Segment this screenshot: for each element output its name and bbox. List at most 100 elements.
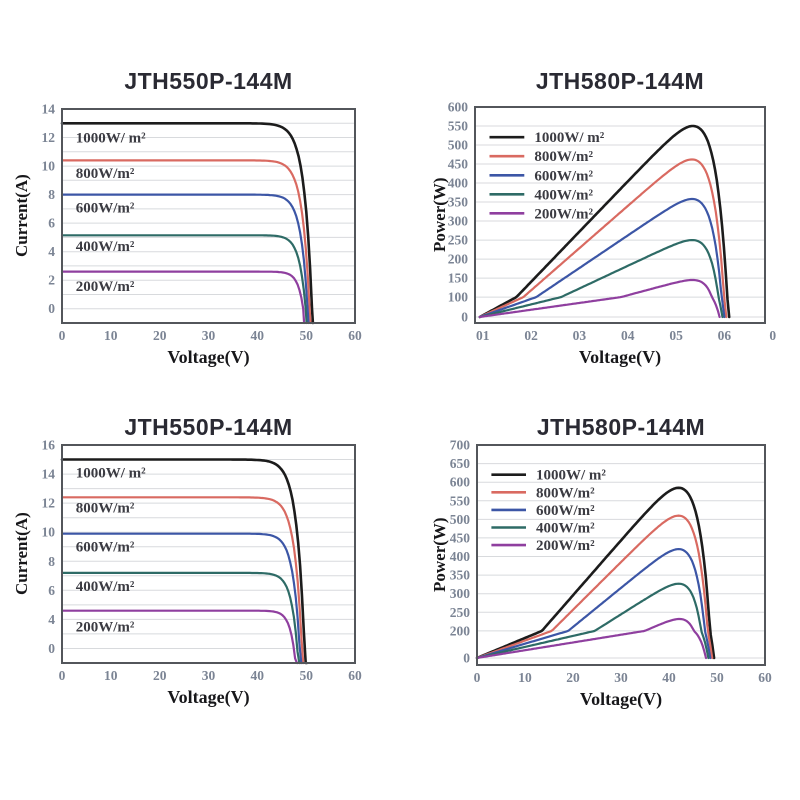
legend-label-1000: 1000W/ m² bbox=[536, 468, 606, 484]
curve-label: 400W/m² bbox=[76, 239, 135, 255]
curve-400wm2 bbox=[60, 571, 302, 665]
curve-label: 600W/m² bbox=[76, 540, 135, 556]
y-tick-label: 0 bbox=[48, 301, 55, 316]
x-tick-label: 10 bbox=[104, 668, 118, 683]
chart-title: JTH550P-144M bbox=[124, 414, 293, 440]
y-tick-label: 100 bbox=[448, 290, 469, 305]
curve-label: 800W/m² bbox=[76, 166, 135, 182]
curve-800wm2 bbox=[478, 158, 728, 319]
y-tick-label: 2 bbox=[48, 273, 55, 288]
x-tick-label: 10 bbox=[104, 328, 118, 343]
curve-400wm2 bbox=[475, 582, 710, 660]
x-tick-label: 30 bbox=[614, 670, 628, 685]
y-tick-label: 400 bbox=[448, 176, 469, 191]
curve-label: 800W/m² bbox=[76, 501, 135, 517]
x-axis-title: Voltage(V) bbox=[167, 347, 250, 367]
y-tick-label: 16 bbox=[42, 438, 56, 453]
curve-600wm2 bbox=[475, 548, 712, 660]
curve-label: 1000W/ m² bbox=[76, 466, 146, 482]
curve-200wm2 bbox=[475, 617, 708, 660]
x-tick-label: 30 bbox=[202, 668, 216, 683]
x-axis-title: Voltage(V) bbox=[167, 687, 250, 707]
plot-frame bbox=[476, 444, 766, 666]
y-tick-label: 250 bbox=[448, 233, 469, 248]
legend-label-400: 400W/m² bbox=[534, 187, 593, 203]
x-tick-label: 60 bbox=[348, 668, 362, 683]
x-tick-label: 06 bbox=[718, 328, 732, 343]
y-tick-label: 600 bbox=[450, 475, 471, 490]
y-tick-label: 400 bbox=[450, 549, 471, 564]
x-tick-label: 20 bbox=[566, 670, 580, 685]
x-tick-label: 20 bbox=[153, 668, 167, 683]
y-tick-label: 0 bbox=[48, 641, 55, 656]
curve-400wm2 bbox=[478, 239, 724, 319]
x-tick-label: 50 bbox=[710, 670, 724, 685]
curve-600wm2 bbox=[60, 532, 304, 665]
x-tick-label: 0 bbox=[769, 328, 776, 343]
legend-label-200: 200W/m² bbox=[534, 206, 593, 222]
legend-label-600: 600W/m² bbox=[534, 168, 593, 184]
curve-label: 200W/m² bbox=[76, 279, 135, 295]
y-tick-label: 0 bbox=[461, 310, 468, 325]
y-tick-label: 10 bbox=[42, 159, 56, 174]
y-tick-label: 150 bbox=[448, 271, 469, 286]
plot-frame bbox=[61, 108, 356, 324]
x-axis-title: Voltage(V) bbox=[578, 347, 662, 367]
plot-frame bbox=[474, 106, 766, 324]
curve-800wm2 bbox=[60, 496, 306, 665]
y-tick-label: 12 bbox=[42, 496, 56, 511]
chart-title: JTH580P-144M bbox=[535, 68, 705, 94]
y-tick-label: 300 bbox=[450, 586, 471, 601]
legend-label-400: 400W/m² bbox=[536, 521, 595, 537]
chart-title: JTH580P-144M bbox=[536, 414, 706, 440]
legend-label-600: 600W/m² bbox=[536, 503, 595, 519]
chart-title: JTH550P-144M bbox=[124, 68, 293, 94]
x-tick-label: 02 bbox=[524, 328, 538, 343]
x-tick-label: 0 bbox=[474, 670, 481, 685]
curve-600wm2 bbox=[60, 193, 310, 325]
y-tick-label: 4 bbox=[48, 612, 55, 627]
y-tick-label: 300 bbox=[448, 214, 469, 229]
x-tick-label: 50 bbox=[299, 668, 313, 683]
y-tick-label: 450 bbox=[450, 530, 471, 545]
plot-area: 01 02 03 04 05 06 0010015020025030035040045050… bbox=[448, 100, 777, 344]
plot-area: 0 10 20 30 40 50 60 0 2 4 6 8 10 12 14 1000W/ m² 800W/m²… bbox=[42, 102, 363, 344]
legend-label-800: 800W/m² bbox=[536, 485, 595, 501]
chart-panel-iv-bottom: JTH550P-144M Current(A) 0 10 20 30 40 50 60 0 4 6… bbox=[0, 398, 400, 743]
y-tick-label: 14 bbox=[42, 102, 56, 117]
y-tick-label: 200 bbox=[448, 252, 469, 267]
curve-1000wm2 bbox=[60, 458, 308, 665]
x-tick-label: 05 bbox=[669, 328, 683, 343]
x-tick-label: 0 bbox=[59, 668, 66, 683]
y-tick-label: 350 bbox=[450, 568, 471, 583]
legend-label-200: 200W/m² bbox=[536, 538, 595, 554]
x-tick-label: 01 bbox=[476, 328, 490, 343]
curve-800wm2 bbox=[60, 159, 312, 325]
y-tick-label: 700 bbox=[450, 438, 471, 453]
chart-panel-pv-top: JTH580P-144M Power(W) 01 02 03 04 05 06 0 0 100 1… bbox=[400, 58, 800, 403]
x-tick-label: 0 bbox=[59, 328, 66, 343]
y-tick-label: 350 bbox=[448, 195, 469, 210]
curve-200wm2 bbox=[60, 270, 306, 325]
y-tick-label: 4 bbox=[48, 244, 55, 259]
curve-1000wm2 bbox=[60, 122, 315, 325]
y-tick-label: 500 bbox=[448, 138, 469, 153]
y-tick-label: 550 bbox=[448, 119, 469, 134]
y-tick-label: 6 bbox=[48, 583, 55, 598]
legend-label-800: 800W/m² bbox=[534, 149, 593, 165]
x-tick-label: 60 bbox=[348, 328, 362, 343]
y-tick-label: 14 bbox=[42, 467, 56, 482]
curve-600wm2 bbox=[478, 197, 726, 319]
x-tick-label: 20 bbox=[153, 328, 167, 343]
y-tick-label: 6 bbox=[48, 216, 55, 231]
x-tick-label: 10 bbox=[518, 670, 532, 685]
curve-label: 200W/m² bbox=[76, 620, 135, 636]
y-tick-label: 12 bbox=[42, 130, 56, 145]
plot-frame bbox=[61, 444, 356, 664]
y-tick-label: 200 bbox=[450, 623, 471, 638]
y-tick-label: 250 bbox=[450, 605, 471, 620]
y-tick-label: 500 bbox=[450, 512, 471, 527]
x-tick-label: 40 bbox=[662, 670, 676, 685]
plot-area: 0 10 20 30 40 50 60020025030035040045050055060… bbox=[450, 438, 772, 686]
